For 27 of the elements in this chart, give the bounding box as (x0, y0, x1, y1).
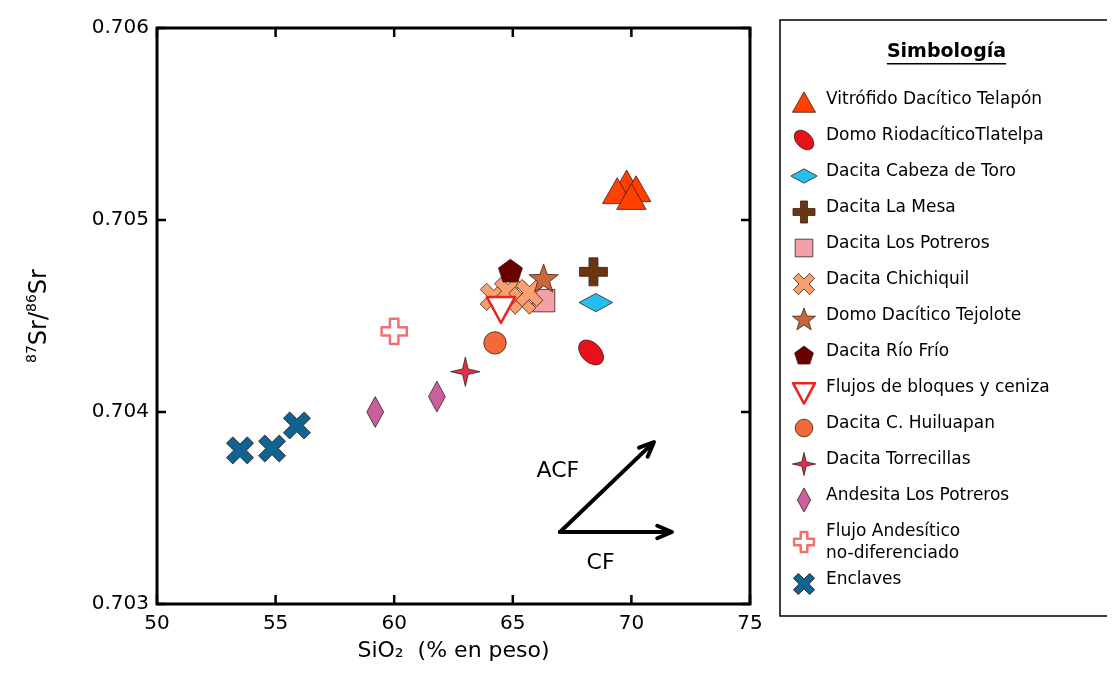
legend-label: Domo Dacítico Tejolote (826, 304, 1022, 325)
x-tick-label: 55 (262, 610, 289, 635)
legend-title: Simbología (886, 38, 1007, 61)
x-tick-label: 60 (381, 610, 407, 635)
x-tick-label: 65 (500, 610, 526, 635)
x-axis-title: SiO₂ (% en peso) (357, 636, 550, 662)
legend-label: Domo RiodacíticoTlatelpa (826, 124, 1044, 145)
legend-label: Dacita C. Huiluapan (826, 412, 995, 433)
legend-label: Andesita Los Potreros (826, 484, 1010, 505)
legend-label: Dacita Chichiquil (826, 268, 970, 289)
legend-label: Flujos de bloques y ceniza (826, 376, 1050, 397)
legend-label: Dacita Torrecillas (826, 448, 971, 469)
y-axis-title: 87Sr/86Sr (23, 268, 52, 363)
legend-label: Dacita Cabeza de Toro (826, 160, 1016, 181)
legend-label: Enclaves (826, 568, 902, 589)
y-tick-label: 0.705 (91, 206, 149, 231)
legend-label: Dacita Río Frío (826, 340, 950, 361)
y-tick-label: 0.706 (91, 14, 149, 39)
annotation: CF (586, 549, 615, 575)
y-tick-label: 0.704 (91, 398, 149, 423)
legend-label: Dacita La Mesa (826, 196, 956, 217)
legend-label: Flujo Andesítico no-diferenciado (826, 520, 961, 563)
legend-label: Dacita Los Potreros (826, 232, 990, 253)
legend-label: Vitrófido Dacítico Telapón (826, 88, 1043, 109)
annotation: ACF (536, 457, 580, 483)
x-tick-label: 70 (618, 610, 645, 635)
x-tick-label: 75 (737, 610, 763, 635)
